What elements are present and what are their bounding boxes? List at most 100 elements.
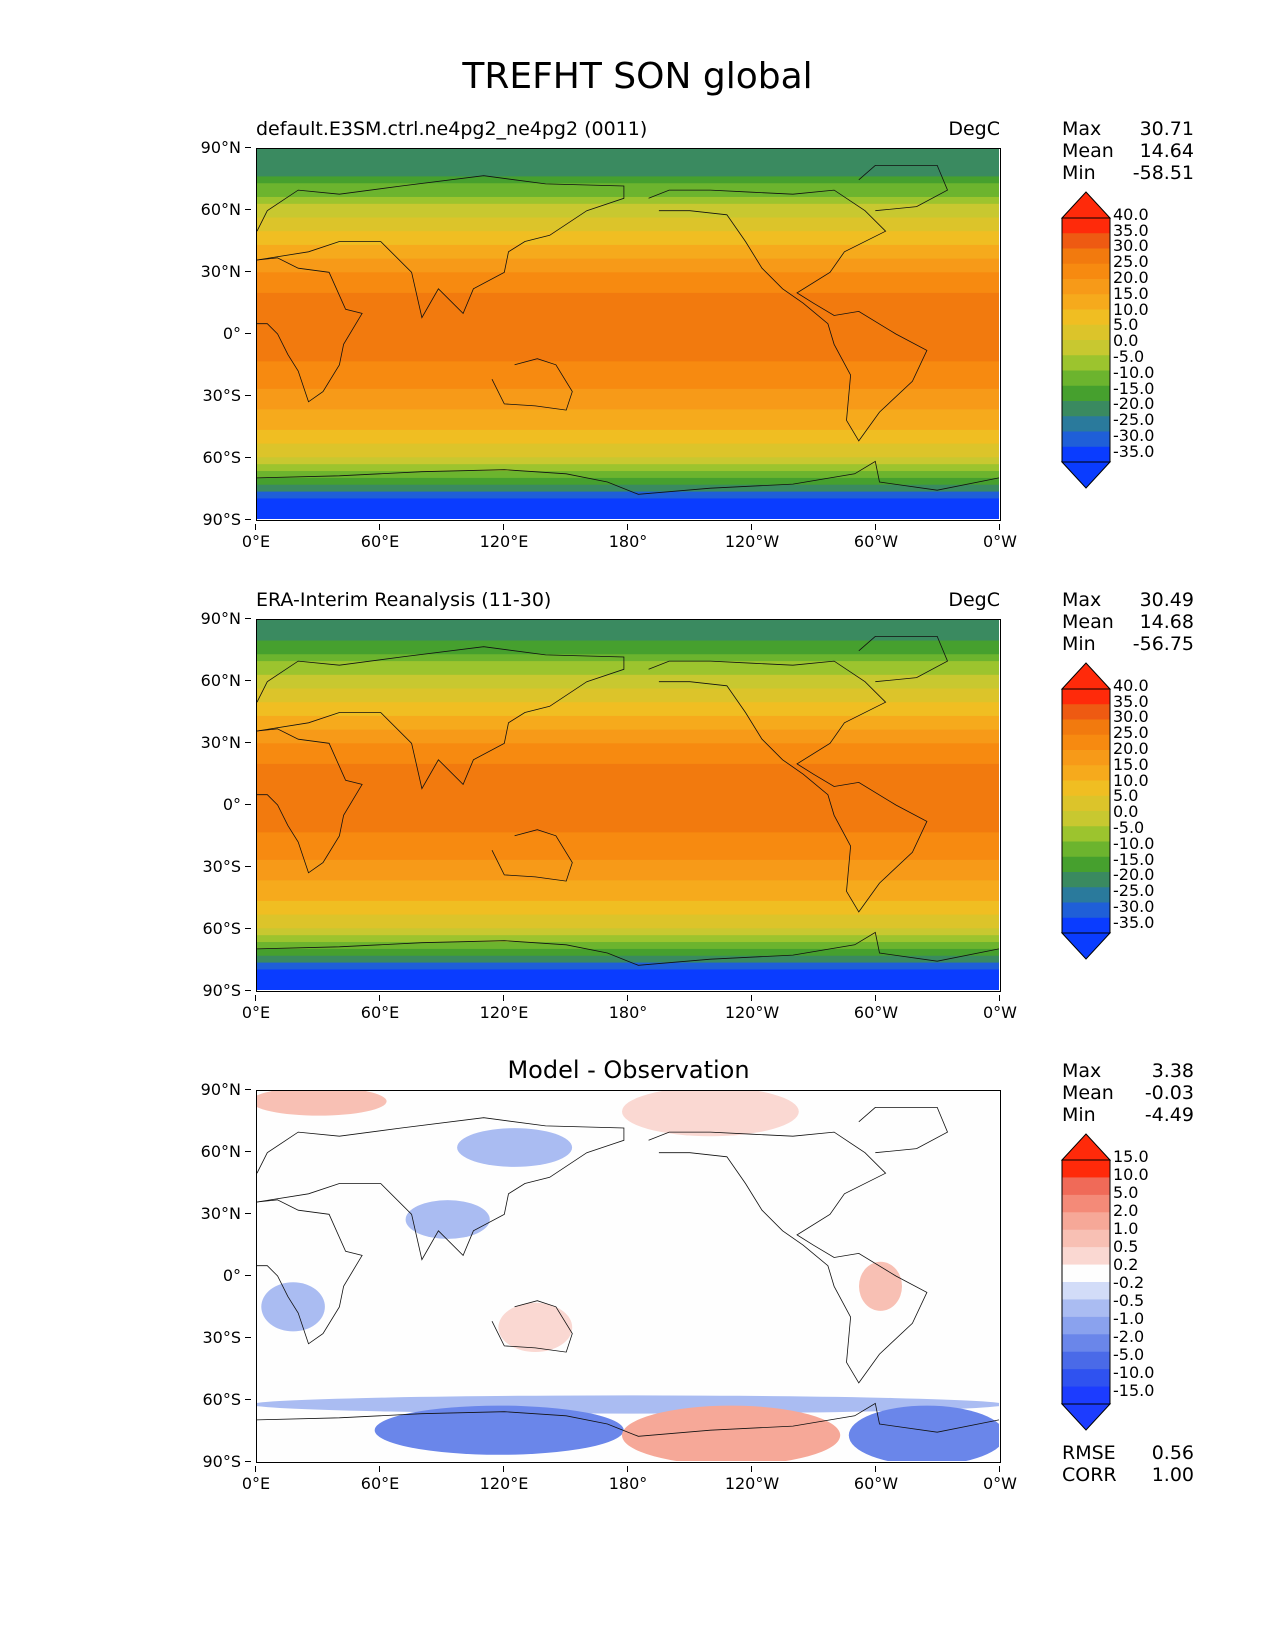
- colorbar-swatch: [1062, 370, 1110, 387]
- temperature-band: [257, 750, 999, 758]
- stat-label: RMSE: [1062, 1442, 1116, 1464]
- error-stats-box: RMSE 0.56 CORR 1.00: [1062, 1442, 1194, 1486]
- colorbar-label: -35.0: [1113, 442, 1155, 461]
- stat-label: Max: [1062, 1060, 1102, 1082]
- colorbar-label: 0.0: [1113, 331, 1139, 350]
- anomaly-region: [405, 1200, 490, 1239]
- temperature-band: [257, 887, 999, 895]
- temperature-band: [257, 210, 999, 219]
- units-label: DegC: [948, 118, 1000, 140]
- temperature-band: [257, 942, 999, 950]
- temperature-band: [257, 347, 999, 356]
- temperature-band: [257, 162, 999, 171]
- temperature-band: [257, 900, 999, 909]
- colorbar-label: -10.0: [1113, 1363, 1155, 1382]
- colorbar-label: 0.0: [1113, 802, 1139, 821]
- observation-contour-plot: [257, 620, 999, 990]
- stats-box: Max 30.49 Mean 14.68 Min -56.75: [1062, 589, 1194, 655]
- colorbar-frame: [1061, 688, 1111, 934]
- colorbar-extend-min: [1060, 461, 1112, 489]
- colorbar-label: -30.0: [1113, 897, 1155, 916]
- temperature-band: [257, 381, 999, 390]
- y-tick-label: 30°S: [161, 1328, 251, 1347]
- temperature-band: [257, 798, 999, 806]
- colorbar-swatches: [1060, 662, 1112, 960]
- x-tick-label: 0°W: [960, 524, 1040, 551]
- colorbar-swatch: [1062, 1194, 1110, 1213]
- colorbar-swatch: [1062, 856, 1110, 873]
- temperature-band: [257, 217, 999, 225]
- temperature-band: [257, 299, 999, 308]
- observation-map: [256, 619, 1001, 992]
- stat-value: 30.71: [1139, 118, 1194, 140]
- x-tick-label: 180°: [588, 1466, 668, 1493]
- y-tick-label: 0°: [161, 324, 251, 343]
- colorbar-label: -20.0: [1113, 865, 1155, 884]
- colorbar-swatch: [1062, 1386, 1110, 1405]
- temperature-band: [257, 286, 999, 294]
- panel-title: default.E3SM.ctrl.ne4pg2_ne4pg2 (0011): [256, 118, 648, 140]
- temperature-band: [257, 736, 999, 744]
- colorbar-swatch: [1062, 1160, 1110, 1178]
- colorbar-swatch: [1062, 1282, 1110, 1300]
- colorbar-swatch: [1062, 248, 1110, 265]
- temperature-band: [257, 715, 999, 724]
- stat-label: CORR: [1062, 1464, 1117, 1486]
- y-tick-label: 0°: [161, 795, 251, 814]
- y-tick-label: 90°S: [161, 981, 251, 1000]
- anomaly-region: [257, 1091, 387, 1116]
- temperature-band: [257, 722, 999, 731]
- temperature-band: [257, 190, 999, 198]
- temperature-band: [257, 640, 999, 649]
- units-label: DegC: [948, 589, 1000, 611]
- y-tick-label: 0°: [161, 1266, 251, 1285]
- temperature-band: [257, 647, 999, 655]
- model-map: [256, 148, 1001, 521]
- colorbar-swatch: [1062, 704, 1110, 720]
- colorbar-swatch: [1062, 355, 1110, 371]
- temperature-band: [257, 620, 999, 628]
- x-tick-label: 60°E: [340, 524, 420, 551]
- stat-value: 1.00: [1151, 1464, 1194, 1486]
- temperature-band: [257, 873, 999, 881]
- colorbar-label: 20.0: [1113, 739, 1149, 758]
- temperature-band: [257, 251, 999, 260]
- temperature-band: [257, 695, 999, 703]
- temperature-band: [257, 784, 999, 792]
- temperature-band: [257, 450, 999, 458]
- x-tick-label: 120°W: [712, 1466, 792, 1493]
- colorbar-label: 15.0: [1113, 1147, 1149, 1166]
- temperature-band: [257, 169, 999, 178]
- stat-label: Min: [1062, 162, 1096, 184]
- colorbar-swatch: [1062, 795, 1110, 812]
- temperature-band: [257, 914, 999, 923]
- colorbar-label: 5.0: [1113, 315, 1139, 334]
- x-tick-label: 0°E: [216, 1466, 296, 1493]
- temperature-band: [257, 983, 999, 990]
- temperature-band: [257, 313, 999, 321]
- colorbar: 15.0 10.0 5.0 2.0 1.0 0.5 0.2 -0.2 -0.5 …: [1060, 1132, 1220, 1432]
- y-tick-label: 60°S: [161, 448, 251, 467]
- x-tick-label: 0°W: [960, 995, 1040, 1022]
- colorbar-label: 40.0: [1113, 676, 1149, 695]
- coastline: [257, 175, 625, 319]
- stat-label: Mean: [1062, 140, 1114, 162]
- temperature-band: [257, 866, 999, 875]
- temperature-band: [257, 770, 999, 779]
- y-tick-label: 90°S: [161, 510, 251, 529]
- temperature-band: [257, 777, 999, 786]
- coastline: [257, 931, 999, 966]
- anomaly-region: [498, 1302, 573, 1352]
- colorbar-label: 0.5: [1113, 1237, 1139, 1256]
- x-tick-label: 60°W: [836, 524, 916, 551]
- anomaly-region: [622, 1405, 841, 1461]
- temperature-band: [257, 423, 999, 431]
- temperature-band: [257, 702, 999, 710]
- temperature-band: [257, 825, 999, 834]
- temperature-band: [257, 491, 999, 500]
- temperature-band: [257, 969, 999, 977]
- colorbar-label: -15.0: [1113, 850, 1155, 869]
- colorbar-extend-min: [1060, 1403, 1112, 1431]
- colorbar-label: 25.0: [1113, 723, 1149, 742]
- colorbar-label: 10.0: [1113, 300, 1149, 319]
